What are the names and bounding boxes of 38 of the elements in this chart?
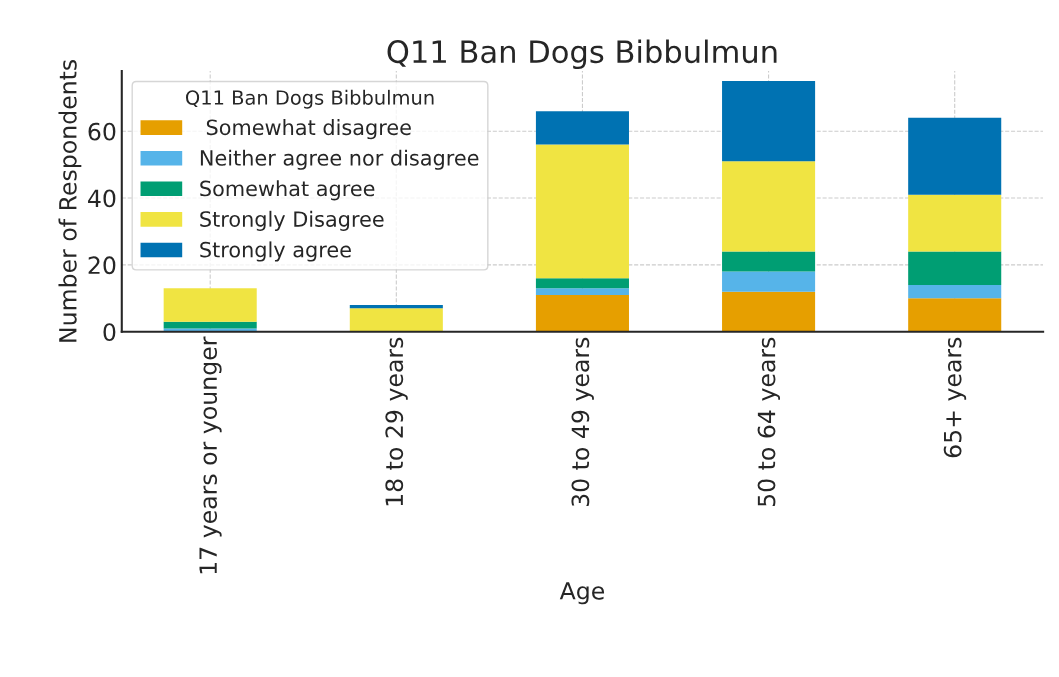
bar [722,81,816,162]
legend-label: Neither agree nor disagree [200,149,479,170]
bar [535,294,629,332]
x-tick-label: 65+ years [943,337,967,458]
y-tick-label: 60 [88,122,116,141]
bar [535,278,629,289]
y-tick-label: 20 [88,256,116,275]
bar [908,298,1002,332]
bar [349,305,443,309]
bar [722,271,816,292]
legend-title: Q11 Ban Dogs Bibbulmun [185,89,434,109]
bar [535,111,629,145]
legend-label: Strongly agree [200,241,351,262]
bar [722,251,816,272]
bar [535,288,629,295]
chart-title: Q11 Ban Dogs Bibbulmun [387,39,777,70]
x-axis-title: Age [559,582,605,605]
bar [908,117,1002,195]
bar [722,291,816,332]
x-tick-label: 50 to 64 years [757,337,780,507]
bar [535,144,629,279]
bar [163,288,257,322]
bar [908,284,1002,299]
y-axis-title: Number of Respondents [58,59,82,342]
bar [349,308,443,332]
y-tick-label: 40 [88,189,116,208]
bar [722,161,816,252]
x-tick-label: 30 to 49 years [571,337,594,507]
bar [163,321,257,329]
y-tick-label: 0 [103,323,116,342]
x-tick-label: 18 to 29 years [385,337,408,506]
legend-label: Somewhat agree [200,180,375,201]
bar [908,251,1002,285]
bar [163,328,257,332]
x-tick-label: 17 years or younger [199,336,222,574]
legend-label: Somewhat disagree [206,119,411,140]
legend-label: Strongly Disagree [200,210,384,231]
bar [908,194,1002,252]
